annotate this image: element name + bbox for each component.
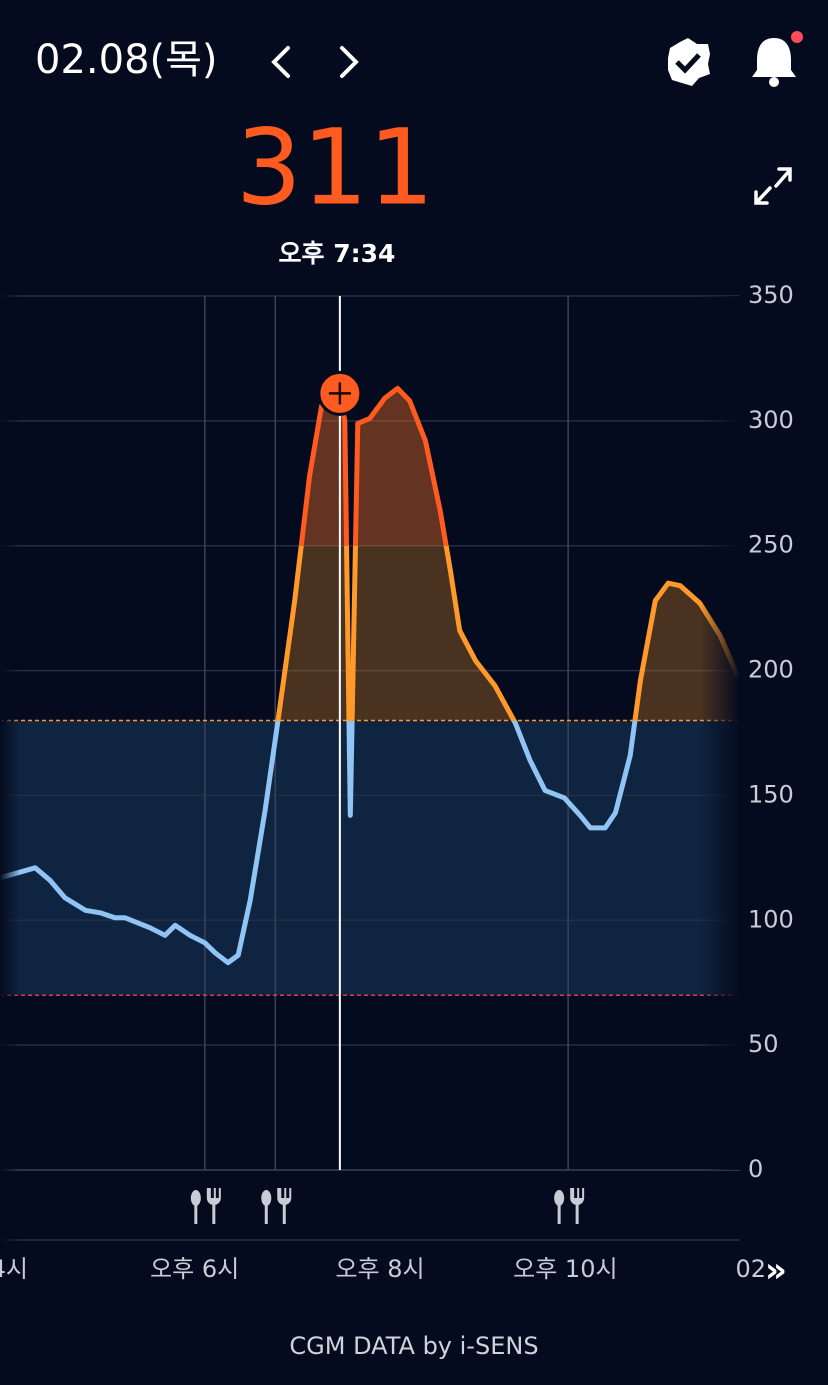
y-tick-label: 100 bbox=[748, 905, 794, 933]
fork bbox=[277, 1188, 292, 1206]
x-tick-label: 4시 bbox=[0, 1255, 28, 1283]
spoon bbox=[261, 1190, 272, 1206]
prev-day[interactable] bbox=[271, 46, 290, 78]
x-tick-label: 오후 8시 bbox=[335, 1255, 424, 1283]
fade-right bbox=[700, 296, 740, 1170]
footer: CGM DATA by i-SENS bbox=[289, 1332, 538, 1360]
fork-handle bbox=[212, 1204, 216, 1224]
expand-icon[interactable] bbox=[754, 167, 792, 205]
x-tick-label: 오후 10시 bbox=[513, 1255, 617, 1283]
selected-time: 오후 7:34 bbox=[279, 239, 396, 268]
spoon-handle bbox=[557, 1204, 561, 1224]
spoon bbox=[554, 1190, 565, 1206]
notification-icon[interactable] bbox=[752, 31, 803, 87]
meal-icon bbox=[554, 1188, 585, 1224]
chart: 0 50 100 150 200 250 300 350 4시 오후 6시 오후 8시 오후 10시 0… bbox=[0, 281, 794, 1283]
current-glucose: 311 bbox=[236, 106, 435, 228]
y-tick-label: 250 bbox=[748, 531, 794, 559]
x-tick-label: 02 bbox=[735, 1255, 766, 1283]
glucose-line bbox=[298, 385, 449, 546]
scroll-right[interactable]: » bbox=[765, 1251, 787, 1291]
y-tick-label: 50 bbox=[748, 1030, 779, 1058]
x-tick-label: 오후 6시 bbox=[150, 1255, 239, 1283]
spoon bbox=[190, 1190, 201, 1206]
y-tick-label: 350 bbox=[748, 281, 794, 309]
fork-handle bbox=[575, 1204, 579, 1224]
glucose-line bbox=[0, 720, 638, 966]
fork-handle bbox=[282, 1204, 286, 1224]
y-tick-label: 150 bbox=[748, 780, 794, 808]
cursor-plus bbox=[328, 382, 351, 405]
meal-icon bbox=[261, 1188, 292, 1224]
high-area bbox=[301, 388, 447, 546]
fade-left bbox=[0, 286, 20, 1246]
meal-icon bbox=[190, 1188, 221, 1224]
y-tick-label: 0 bbox=[748, 1155, 763, 1183]
fork bbox=[206, 1188, 221, 1206]
date: 02.08(목) bbox=[35, 37, 218, 83]
verified-icon[interactable] bbox=[668, 38, 710, 86]
y-tick-label: 300 bbox=[748, 406, 794, 434]
target-range bbox=[0, 720, 740, 996]
y-tick-label: 200 bbox=[748, 656, 794, 684]
spoon-handle bbox=[264, 1204, 268, 1224]
spoon-handle bbox=[194, 1204, 198, 1224]
high-area bbox=[0, 388, 738, 721]
fork bbox=[570, 1188, 585, 1206]
next-day[interactable] bbox=[340, 46, 359, 78]
